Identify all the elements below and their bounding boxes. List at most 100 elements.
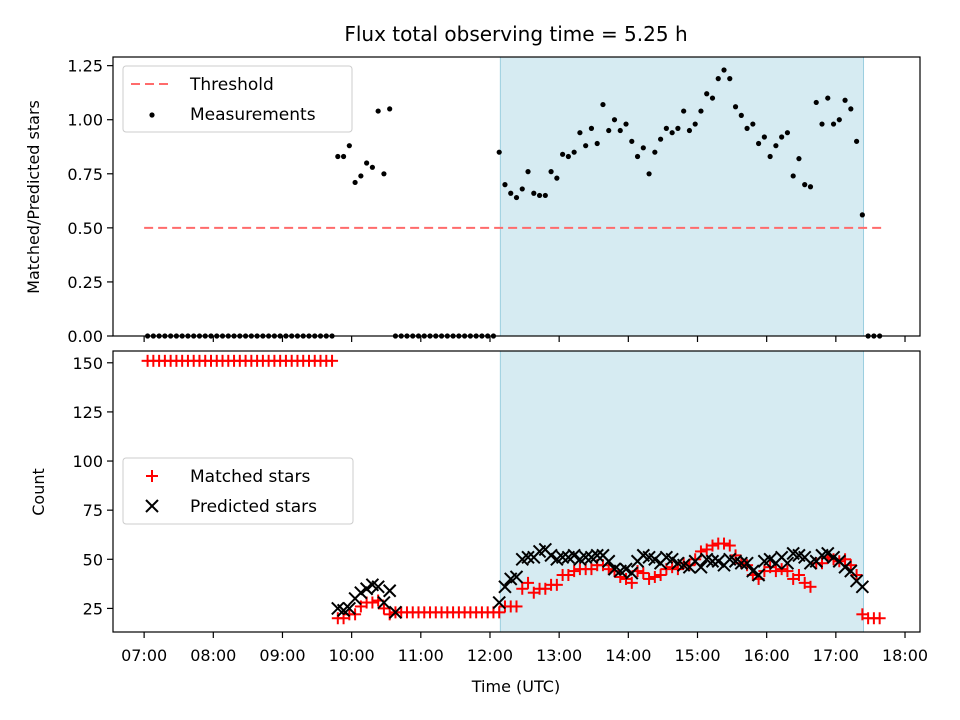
measurements-point <box>375 108 381 114</box>
legend-matched-swatch <box>146 470 158 482</box>
x-tick-label: 15:00 <box>674 646 720 665</box>
measurements-point <box>536 192 543 199</box>
measurements-point <box>830 121 837 127</box>
y-tick-label: 50 <box>83 550 103 569</box>
measurements-point <box>727 76 733 82</box>
predicted-stars-point <box>625 566 639 580</box>
predicted-stars-point <box>821 546 835 561</box>
measurements-point <box>594 140 600 147</box>
matched-stars-point <box>602 563 615 576</box>
measurements-point <box>387 106 393 112</box>
measurements-point <box>704 91 710 97</box>
measurements-point <box>692 121 698 127</box>
y-tick-label: 1.25 <box>67 57 103 76</box>
y-tick-label: 100 <box>72 452 103 471</box>
measurements-point <box>658 136 664 142</box>
bottom-panel-shaded-region <box>499 350 865 633</box>
top-panel: 0.00 0.25 0.50 0.75 1.00 1.25 Matched/Predict… <box>24 56 921 346</box>
predicted-stars-point <box>359 582 374 596</box>
measurements-point <box>773 143 779 149</box>
bottom-panel-legend: Matched stars Predicted stars <box>122 457 354 525</box>
measurements-point <box>623 121 629 127</box>
matched-stars-point <box>804 580 817 593</box>
predicted-stars-point <box>590 548 604 563</box>
matched-stars-point <box>718 537 731 550</box>
x-tick-label: 12:00 <box>467 646 513 665</box>
measurements-point <box>761 134 767 140</box>
y-tick-label: 1.00 <box>67 111 103 130</box>
measurements-point <box>588 125 595 131</box>
predicted-stars-point <box>521 550 535 565</box>
measurements-point <box>340 153 347 160</box>
measurements-point <box>554 175 560 181</box>
measurements-point <box>358 173 364 179</box>
measurements-point <box>796 156 802 162</box>
y-tick-label: 0.75 <box>67 165 103 184</box>
matched-stars-point <box>648 570 661 583</box>
predicted-stars-point <box>498 580 512 594</box>
matched-stars-point <box>516 582 529 595</box>
matched-stars-point <box>729 549 742 562</box>
matched-stars-point <box>522 576 535 589</box>
measurements-point <box>784 130 791 136</box>
predicted-stars-point <box>855 580 870 594</box>
measurements-point <box>756 140 762 147</box>
measurements-point <box>606 127 612 134</box>
predicted-stars-point <box>665 552 679 567</box>
predicted-stars-point <box>377 595 391 610</box>
measurements-point <box>779 134 785 140</box>
matched-stars-point <box>493 606 506 619</box>
predicted-stars-point <box>826 550 841 565</box>
predicted-stars-point <box>746 564 760 578</box>
matched-stars-point <box>677 557 690 570</box>
x-tick-label: 13:00 <box>536 646 582 665</box>
predicted-stars-point <box>342 601 357 616</box>
predicted-stars-point <box>740 556 754 570</box>
bottom-panel-y-axis-label: Count <box>29 468 48 516</box>
measurements-point <box>848 106 854 112</box>
measurements-point <box>571 149 577 155</box>
measurements-point <box>611 117 618 123</box>
predicted-stars-point <box>354 585 368 600</box>
measurements-point <box>583 143 589 149</box>
measurements-point <box>381 171 387 177</box>
x-tick-label: 08:00 <box>190 646 236 665</box>
predicted-stars-point <box>567 548 581 563</box>
matched-stars-point <box>326 354 339 367</box>
predicted-stars-point <box>602 554 616 568</box>
predicted-stars-point <box>711 554 725 568</box>
predicted-stars-point <box>844 564 858 578</box>
measurements-point <box>565 153 571 160</box>
measurements-point <box>369 164 375 170</box>
measurements-point <box>496 149 502 155</box>
legend-threshold-label: Threshold <box>189 75 274 95</box>
top-panel-frame <box>112 56 921 337</box>
predicted-stars-point <box>492 595 506 610</box>
y-tick-label: 0.25 <box>67 273 103 292</box>
measurements-point <box>519 186 525 192</box>
matched-stars-point <box>625 576 638 589</box>
measurements-point <box>346 143 352 149</box>
measurements-point <box>634 153 641 160</box>
y-tick-label: 75 <box>83 501 103 520</box>
x-tick-label: 07:00 <box>121 646 167 665</box>
y-tick-label: 125 <box>72 403 103 422</box>
measurements-point <box>663 125 669 131</box>
measurements-point <box>790 173 796 179</box>
predicted-stars-point <box>751 568 766 582</box>
measurements-point <box>842 97 848 103</box>
matched-stars-point <box>614 570 627 583</box>
x-tick-label: 09:00 <box>259 646 305 665</box>
predicted-stars-point <box>388 605 403 620</box>
bottom-panel-x-ticks: 07:00 08:00 09:00 10:00 11:00 12:00 13:00 14:00… <box>121 632 928 665</box>
bottom-panel-y-ticks: 25 50 75 100 125 150 <box>72 354 113 618</box>
chart-title: Flux total observing time = 5.25 h <box>344 22 687 46</box>
predicted-stars-point <box>555 550 570 565</box>
predicted-stars-point <box>382 584 397 598</box>
measurements-point <box>600 101 606 108</box>
measurements-point <box>640 145 646 151</box>
measurements-point <box>750 121 756 127</box>
measurements-point <box>681 108 687 114</box>
matched-stars-point <box>550 578 563 591</box>
matched-stars-point <box>792 569 805 582</box>
